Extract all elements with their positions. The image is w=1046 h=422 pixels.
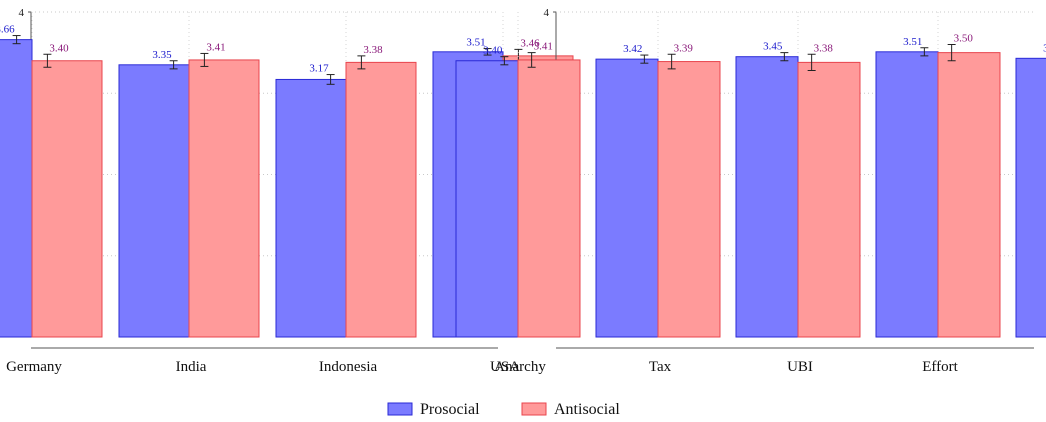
- x-tick-label-usa: USA: [490, 359, 520, 375]
- bar-prosocial-indonesia: [275, 78, 347, 338]
- bar-prosocial-luck: [1015, 57, 1046, 338]
- value-label-antisocial-indonesia: 3.38: [363, 44, 383, 56]
- x-tick-label-anarchy: Anarchy: [494, 359, 546, 375]
- value-label-prosocial-luck: 3.43: [1043, 42, 1046, 54]
- legend-swatch-antisocial: [521, 402, 547, 416]
- value-label-prosocial-effort: 3.51: [903, 36, 922, 48]
- x-tick-label-ubi: UBI: [787, 359, 813, 375]
- bar-prosocial-effort: [875, 51, 939, 338]
- bar-prosocial-ubi: [735, 56, 799, 338]
- bar-prosocial-tax: [595, 58, 659, 338]
- bar-antisocial-tax: [657, 61, 721, 338]
- legend-label-prosocial: Prosocial: [420, 401, 480, 418]
- legend: Prosocial Antisocial: [387, 401, 620, 418]
- value-label-antisocial-ubi: 3.38: [814, 42, 834, 54]
- bar-prosocial-india: [118, 64, 190, 338]
- x-tick-label-indonesia: Indonesia: [319, 359, 378, 375]
- legend-label-antisocial: Antisocial: [554, 401, 620, 418]
- bar-prosocial-germany: [0, 39, 33, 338]
- value-label-antisocial-india: 3.41: [206, 41, 225, 53]
- y-tick-label-4: 4: [19, 7, 25, 19]
- value-label-prosocial-usa: 3.51: [466, 37, 485, 49]
- value-label-antisocial-germany: 3.40: [49, 42, 69, 54]
- value-label-antisocial-effort: 3.50: [954, 33, 974, 45]
- legend-swatch-prosocial: [387, 402, 413, 416]
- bar-antisocial-germany: [31, 60, 103, 338]
- bar-antisocial-anarchy: [517, 59, 581, 338]
- value-label-antisocial-tax: 3.39: [674, 42, 694, 54]
- x-tick-label-tax: Tax: [649, 359, 672, 375]
- value-label-prosocial-ubi: 3.45: [763, 41, 783, 53]
- value-label-prosocial-germany: 3.66: [0, 24, 15, 36]
- bar-prosocial-anarchy: [455, 60, 519, 338]
- bar-antisocial-effort: [937, 52, 1001, 338]
- bar-antisocial-ubi: [797, 61, 861, 338]
- right-chart-panel: 12343.403.41Anarchy3.423.39Tax3.453.38UB…: [455, 7, 1046, 375]
- value-label-prosocial-india: 3.35: [152, 49, 172, 61]
- bar-antisocial-indonesia: [345, 61, 417, 338]
- bar-antisocial-india: [188, 59, 260, 338]
- x-tick-label-germany: Germany: [6, 359, 62, 375]
- x-tick-label-effort: Effort: [922, 359, 958, 375]
- x-tick-label-india: India: [176, 359, 207, 375]
- value-label-antisocial-usa: 3.46: [520, 37, 540, 49]
- value-label-prosocial-tax: 3.42: [623, 43, 642, 55]
- value-label-antisocial-anarchy: 3.41: [534, 41, 553, 53]
- y-tick-label-4: 4: [544, 7, 550, 19]
- value-label-prosocial-anarchy: 3.40: [483, 45, 503, 57]
- value-label-prosocial-indonesia: 3.17: [309, 63, 329, 75]
